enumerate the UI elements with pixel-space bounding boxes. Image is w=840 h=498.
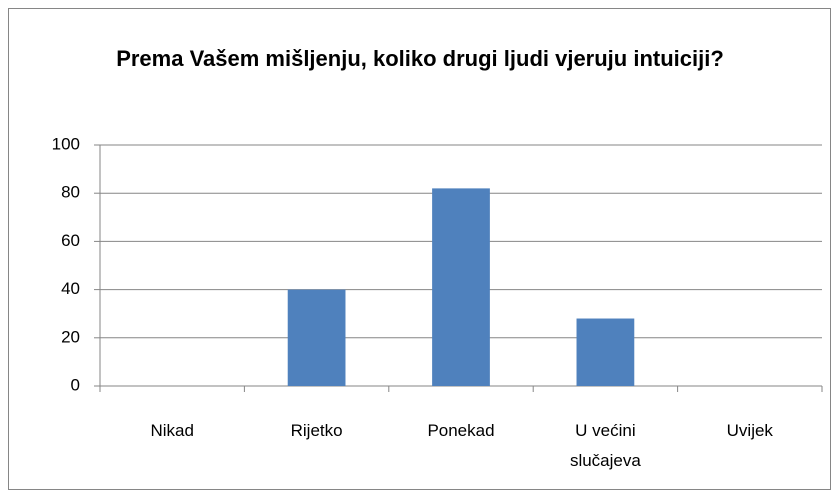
y-tick-label: 60: [61, 231, 80, 250]
x-tick-label: Nikad: [150, 421, 194, 440]
x-tick-label: Uvijek: [726, 421, 773, 440]
x-tick-label: Rijetko: [290, 421, 343, 440]
chart-title: Prema Vašem mišljenju, koliko drugi ljud…: [116, 46, 724, 71]
bar: [432, 188, 490, 386]
x-tick-label: U većini slučajeva: [569, 421, 641, 470]
y-tick-label: 20: [61, 327, 80, 346]
chart-border: [8, 8, 831, 490]
bar: [576, 318, 635, 386]
y-tick-label: 100: [52, 134, 80, 153]
bar: [287, 289, 346, 386]
x-tick-label: Ponekad: [427, 421, 495, 440]
y-tick-label: 80: [61, 183, 80, 202]
y-tick-label: 40: [61, 279, 80, 298]
y-tick-label: 0: [71, 375, 80, 394]
